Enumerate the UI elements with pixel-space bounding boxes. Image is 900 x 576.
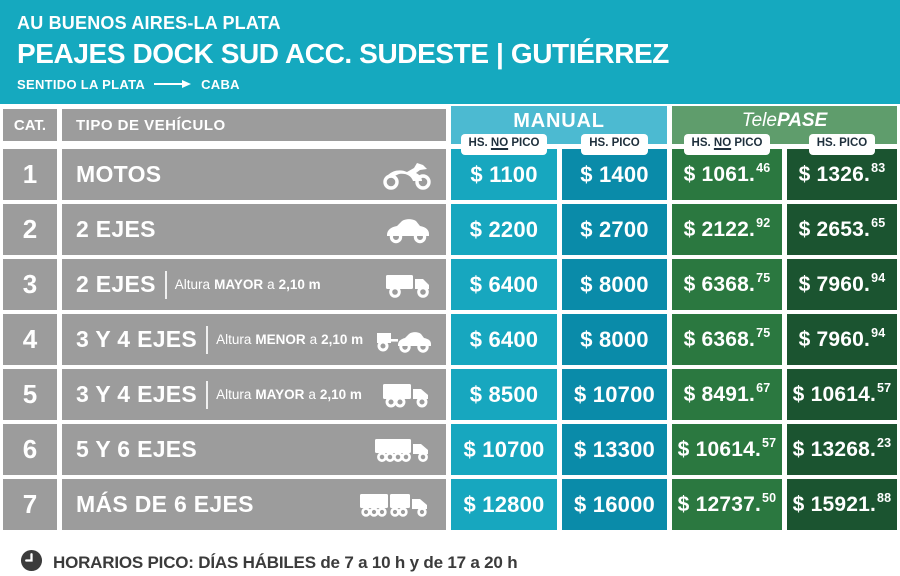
table-row: 2 2 EJES $ 2200 $ 2700 $ 2122. 92 $ 2653.…: [3, 204, 897, 255]
telepase-brand-light: Tele: [741, 110, 777, 131]
price-manual-pico: $ 8000: [562, 314, 667, 365]
road-train-icon: [359, 489, 433, 521]
arrow-right-icon: [153, 77, 193, 92]
price-manual-no-pico: $ 12800: [451, 479, 557, 530]
price-telepase-no-pico: $ 6368. 75: [672, 314, 782, 365]
vehicle-type-cell: MOTOS: [62, 149, 446, 200]
vehicle-type-cell: 5 Y 6 EJES: [62, 424, 446, 475]
category-number: 7: [3, 479, 57, 530]
vehicle-height-note: Altura MAYOR a 2,10 m: [174, 277, 321, 292]
vehicle-type-label: 5 Y 6 EJES: [76, 436, 198, 462]
car-icon: [383, 214, 433, 246]
heavy-truck-icon: [381, 379, 433, 411]
motorcycle-icon: [381, 159, 433, 191]
vehicle-type-label: MÁS DE 6 EJES: [76, 491, 254, 517]
direction-from-label: SENTIDO LA PLATA: [17, 77, 146, 92]
car-with-trailer-icon: [375, 324, 433, 356]
price-telepase-pico: $ 1326. 83: [787, 149, 897, 200]
table-row: 1 MOTOS $ 1100 $ 1400 $ 1061. 46 $ 1326. 8…: [3, 149, 897, 200]
vehicle-type-label: 3 Y 4 EJES: [76, 381, 198, 407]
pill-telepase-no-pico: HS. NO PICO: [683, 134, 771, 155]
price-manual-no-pico: $ 10700: [451, 424, 557, 475]
price-manual-no-pico: $ 8500: [451, 369, 557, 420]
price-telepase-no-pico: $ 1061. 46: [672, 149, 782, 200]
price-telepase-no-pico: $ 2122. 92: [672, 204, 782, 255]
price-manual-no-pico: $ 2200: [451, 204, 557, 255]
price-manual-pico: $ 16000: [562, 479, 667, 530]
category-number: 4: [3, 314, 57, 365]
vehicle-type-label: 2 EJES: [76, 216, 156, 242]
peak-hours-text: HORARIOS PICO: DÍAS HÁBILES de 7 a 10 h …: [53, 553, 518, 572]
page-title: PEAJES DOCK SUD ACC. SUDESTE | GUTIÉRREZ: [17, 38, 669, 69]
price-telepase-no-pico: $ 10614. 57: [672, 424, 782, 475]
price-manual-no-pico: $ 6400: [451, 259, 557, 310]
vehicle-type-label: MOTOS: [76, 161, 162, 187]
telepase-brand-bold: PASE: [776, 110, 828, 131]
price-telepase-no-pico: $ 12737. 50: [672, 479, 782, 530]
price-telepase-pico: $ 7960. 94: [787, 259, 897, 310]
column-header-vehicle-type: TIPO DE VEHÍCULO: [62, 109, 446, 141]
highway-name: AU BUENOS AIRES-LA PLATA: [17, 13, 281, 33]
vehicle-type-label: 2 EJES: [76, 271, 156, 297]
divider: [206, 325, 209, 354]
vehicle-height-note: Altura MENOR a 2,10 m: [216, 332, 364, 347]
pill-manual-no-pico: HS. NO PICO: [460, 134, 548, 155]
direction-to-label: CABA: [201, 77, 240, 92]
table-row: 4 3 Y 4 EJES Altura MENOR a 2,10 m $ 6400 $…: [3, 314, 897, 365]
table-row: 7 MÁS DE 6 EJES $ 12800 $ 16000 $ 12737.…: [3, 479, 897, 530]
price-manual-pico: $ 10700: [562, 369, 667, 420]
pill-telepase-pico: HS. PICO: [808, 134, 876, 155]
semi-truck-icon: [373, 434, 433, 466]
pill-manual-pico: HS. PICO: [581, 134, 648, 155]
clock-icon: [20, 549, 43, 576]
price-telepase-no-pico: $ 8491. 67: [672, 369, 782, 420]
vehicle-type-cell: 2 EJES: [62, 204, 446, 255]
vehicle-type-cell: MÁS DE 6 EJES: [62, 479, 446, 530]
divider: [164, 270, 167, 299]
price-manual-no-pico: $ 6400: [451, 314, 557, 365]
price-manual-no-pico: $ 1100: [451, 149, 557, 200]
category-number: 1: [3, 149, 57, 200]
direction-line: SENTIDO LA PLATA CABA: [17, 77, 900, 92]
column-header-category: CAT.: [3, 109, 57, 141]
category-number: 5: [3, 369, 57, 420]
table-row: 6 5 Y 6 EJES $ 10700 $ 13300 $ 10614. 57 …: [3, 424, 897, 475]
vehicle-type-cell: 3 Y 4 EJES Altura MENOR a 2,10 m: [62, 314, 446, 365]
price-telepase-pico: $ 2653. 65: [787, 204, 897, 255]
peak-hours-note: HORARIOS PICO: DÍAS HÁBILES de 7 a 10 h …: [0, 534, 900, 576]
page-header: AU BUENOS AIRES-LA PLATA PEAJES DOCK SUD…: [0, 0, 900, 104]
vehicle-type-cell: 2 EJES Altura MAYOR a 2,10 m: [62, 259, 446, 310]
price-telepase-pico: $ 15921. 88: [787, 479, 897, 530]
vehicle-type-label: 3 Y 4 EJES: [76, 326, 198, 352]
category-number: 3: [3, 259, 57, 310]
price-telepase-pico: $ 13268. 23: [787, 424, 897, 475]
price-manual-pico: $ 8000: [562, 259, 667, 310]
price-manual-pico: $ 13300: [562, 424, 667, 475]
category-number: 2: [3, 204, 57, 255]
vehicle-type-cell: 3 Y 4 EJES Altura MAYOR a 2,10 m: [62, 369, 446, 420]
price-manual-pico: $ 2700: [562, 204, 667, 255]
price-telepase-no-pico: $ 6368. 75: [672, 259, 782, 310]
hour-pills: HS. NO PICO HS. PICO HS. NO PICO HS. PIC…: [3, 134, 897, 155]
box-truck-icon: [383, 269, 433, 301]
category-number: 6: [3, 424, 57, 475]
toll-table: CAT. TIPO DE VEHÍCULO MANUAL Tele PASE HS…: [0, 104, 900, 530]
table-row: 5 3 Y 4 EJES Altura MAYOR a 2,10 m $ 8500 $…: [3, 369, 897, 420]
price-telepase-pico: $ 7960. 94: [787, 314, 897, 365]
table-row: 3 2 EJES Altura MAYOR a 2,10 m $ 6400 $ 800…: [3, 259, 897, 310]
table-header: CAT. TIPO DE VEHÍCULO MANUAL Tele PASE HS…: [3, 106, 897, 155]
price-manual-pico: $ 1400: [562, 149, 667, 200]
divider: [206, 380, 209, 409]
price-telepase-pico: $ 10614. 57: [787, 369, 897, 420]
vehicle-height-note: Altura MAYOR a 2,10 m: [216, 387, 362, 402]
